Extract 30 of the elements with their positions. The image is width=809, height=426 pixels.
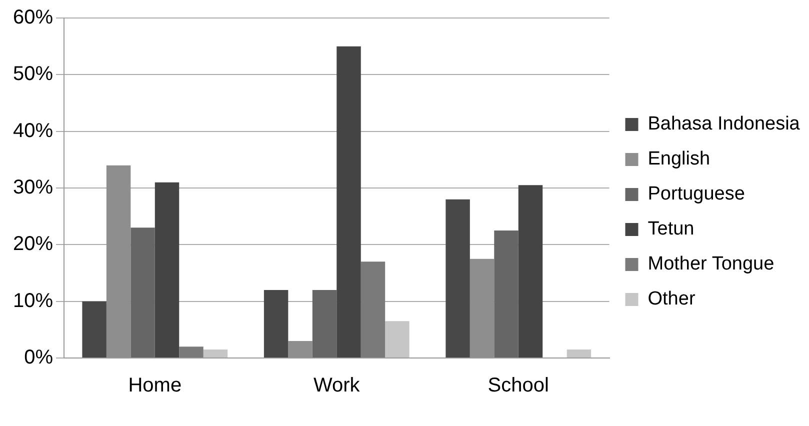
- y-tick-label: 50%: [13, 63, 54, 86]
- bar: [312, 290, 337, 358]
- bar: [130, 228, 155, 358]
- y-tick-label: 20%: [13, 233, 54, 256]
- bar: [446, 199, 470, 358]
- bar: [179, 346, 204, 358]
- legend-label: Bahasa Indonesia: [648, 114, 800, 135]
- bar: [82, 301, 106, 358]
- legend-label: English: [648, 148, 710, 170]
- y-tick-label: 0%: [24, 346, 54, 369]
- bar: [154, 182, 180, 358]
- bar: [494, 230, 518, 358]
- bar: [385, 321, 410, 358]
- bar: [336, 46, 361, 358]
- legend-label: Portuguese: [648, 184, 745, 205]
- y-tick-label: 10%: [13, 290, 54, 312]
- bar: [518, 185, 543, 358]
- bar: [264, 290, 288, 358]
- legend-label: Mother Tongue: [648, 254, 774, 275]
- x-tick-label: Home: [128, 374, 182, 397]
- y-tick-label: 40%: [13, 120, 54, 142]
- bar: [360, 262, 386, 358]
- legend-label: Other: [648, 288, 696, 310]
- x-tick-label: Work: [313, 374, 361, 397]
- bar: [566, 350, 592, 358]
- y-tick-label: 30%: [13, 176, 54, 199]
- bar: [203, 350, 228, 358]
- x-tick-label: School: [488, 374, 549, 397]
- y-tick-label: 60%: [13, 6, 54, 29]
- legend-label: Tetun: [648, 218, 694, 240]
